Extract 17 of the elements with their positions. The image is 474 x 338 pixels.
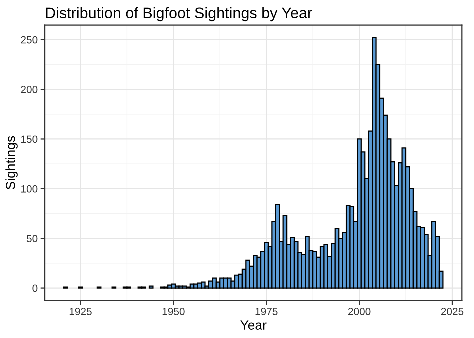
x-tick-label: 1925 <box>70 308 92 316</box>
x-axis-title: Year <box>240 320 267 330</box>
x-tick-label: 2025 <box>441 308 464 316</box>
y-tick-label: 200 <box>21 86 38 94</box>
y-tick-label: 100 <box>22 185 38 193</box>
y-tick-label: 150 <box>22 136 38 144</box>
y-tick-label: 250 <box>21 36 38 44</box>
y-tick-label: 0 <box>32 284 38 292</box>
bar <box>171 284 176 289</box>
y-axis-title: Sightings <box>6 136 18 190</box>
x-tick-label: 2000 <box>348 308 371 316</box>
y-tick-label: 50 <box>26 235 38 242</box>
x-tick-label: 1950 <box>162 308 185 316</box>
chart-title: Distribution of Bigfoot Sightings by Year <box>46 7 312 22</box>
bar <box>212 278 217 289</box>
bar <box>200 282 206 289</box>
x-tick-label: 1975 <box>256 308 278 316</box>
